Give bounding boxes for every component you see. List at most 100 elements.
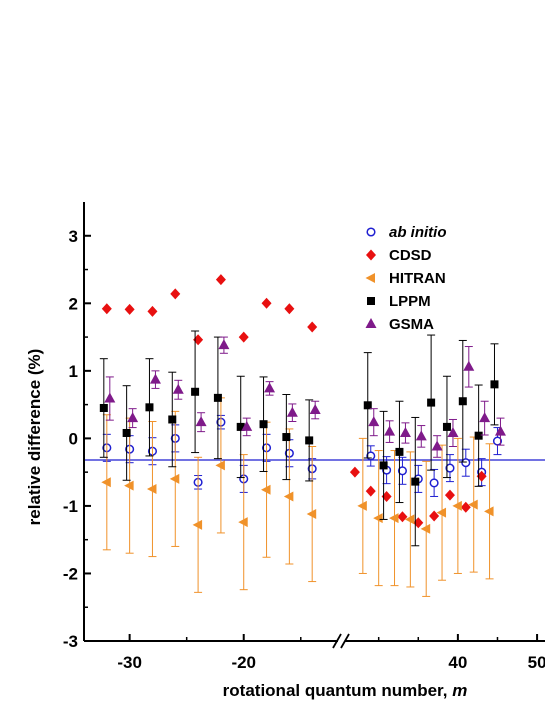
series-hitran [101, 397, 494, 597]
point-lppm-6 [236, 422, 245, 431]
point-cdsd-10 [349, 466, 360, 478]
point-lppm-2 [145, 403, 154, 412]
point-cdsd-0 [101, 303, 112, 315]
legend-marker-hitran [365, 273, 375, 283]
series-lppm [99, 330, 499, 547]
point-hitran-4 [192, 519, 203, 530]
axes: -3 -2 -1 0 1 2 3 -30 -20 40 50 [63, 202, 545, 672]
series-cdsd [101, 274, 487, 529]
point-hitran-2 [146, 484, 157, 495]
point-cdsd-9 [307, 321, 318, 333]
point-hitran-7 [261, 484, 271, 495]
point-hitran-0 [101, 477, 111, 488]
legend-marker-lppm [367, 297, 375, 305]
legend-item-cdsd: CDSD [366, 247, 432, 264]
point-gsma-17 [479, 412, 491, 423]
series-gsma [104, 336, 506, 458]
point-cdsd-3 [170, 288, 181, 300]
point-hitran-5 [215, 460, 225, 471]
point-lppm-16 [458, 397, 467, 406]
point-hitran-18 [484, 506, 494, 517]
x-tick-label: 50 [528, 653, 545, 672]
point-lppm-5 [213, 393, 222, 402]
point-lppm-8 [282, 433, 291, 442]
point-lppm-17 [474, 431, 483, 440]
point-lppm-7 [259, 420, 268, 429]
legend-item-hitran: HITRAN [365, 270, 446, 287]
y-tick-label: 2 [69, 294, 78, 313]
point-gsma-2 [149, 373, 161, 384]
legend-label-gsma: GSMA [389, 316, 434, 333]
point-hitran-9 [306, 509, 317, 520]
x-axis-title: rotational quantum number, m [223, 681, 468, 700]
x-tick-label: 40 [448, 653, 467, 672]
legend-label-hitran: HITRAN [389, 270, 446, 287]
point-hitran-15 [436, 507, 447, 518]
point-lppm-4 [191, 387, 200, 396]
point-hitran-11 [373, 513, 383, 524]
legend-marker-ab_initio [366, 227, 376, 237]
point-gsma-15 [447, 426, 459, 437]
point-gsma-10 [368, 416, 380, 427]
point-lppm-1 [122, 428, 131, 437]
point-ab_initio-15 [445, 463, 455, 473]
point-gsma-12 [399, 426, 411, 437]
point-gsma-1 [127, 412, 139, 423]
point-lppm-18 [490, 380, 499, 389]
point-lppm-12 [395, 447, 404, 456]
point-ab_initio-12 [397, 466, 407, 476]
axis-break-mark-1 [332, 633, 342, 649]
point-cdsd-15 [429, 510, 440, 522]
legend-marker-cdsd [366, 249, 376, 261]
point-ab_initio-16 [461, 458, 471, 468]
point-gsma-6 [241, 420, 253, 431]
x-axis-title-text: rotational quantum number, [223, 681, 453, 700]
y-tick-label: 1 [69, 362, 78, 381]
legend-item-gsma: GSMA [365, 316, 434, 333]
point-hitran-1 [124, 480, 134, 491]
y-tick-label: -1 [63, 497, 78, 516]
point-hitran-17 [468, 499, 478, 510]
point-gsma-0 [104, 392, 116, 403]
legend: ab initio CDSD HITRAN LPPM GSMA [365, 224, 447, 333]
point-lppm-11 [379, 461, 388, 470]
point-cdsd-7 [261, 297, 272, 309]
point-gsma-13 [415, 430, 427, 441]
y-tick-label: 3 [69, 227, 78, 246]
point-lppm-0 [99, 403, 108, 412]
point-lppm-3 [168, 415, 177, 424]
x-tick-label: -20 [231, 653, 256, 672]
legend-item-ab_initio: ab initio [366, 224, 447, 241]
point-cdsd-17 [460, 501, 471, 513]
y-axis-title: relative difference (%) [25, 349, 44, 526]
x-tick-label: -30 [117, 653, 142, 672]
point-hitran-13 [404, 514, 415, 525]
point-lppm-13 [411, 477, 420, 486]
legend-marker-gsma [365, 318, 377, 328]
y-tick-label: 0 [69, 429, 78, 448]
y-tick-label: -3 [63, 632, 78, 651]
point-lppm-9 [305, 436, 314, 445]
point-lppm-14 [427, 398, 436, 407]
point-ab_initio-14 [429, 478, 439, 488]
point-gsma-7 [264, 382, 276, 393]
legend-label-ab_initio: ab initio [389, 224, 447, 241]
x-axis-title-variable: m [452, 681, 467, 700]
point-gsma-3 [172, 383, 184, 394]
point-cdsd-1 [124, 303, 135, 315]
legend-item-lppm: LPPM [367, 293, 431, 310]
point-cdsd-8 [284, 303, 295, 315]
point-hitran-6 [238, 517, 248, 528]
point-gsma-8 [286, 406, 298, 417]
point-hitran-3 [169, 473, 180, 484]
y-tick-label: -2 [63, 564, 78, 583]
point-gsma-18 [494, 425, 506, 436]
point-hitran-16 [452, 500, 462, 511]
point-cdsd-11 [365, 485, 376, 497]
point-hitran-8 [283, 491, 294, 502]
point-cdsd-13 [397, 511, 408, 523]
point-gsma-14 [431, 440, 443, 451]
marks-layer [99, 274, 506, 597]
point-cdsd-6 [238, 331, 249, 343]
